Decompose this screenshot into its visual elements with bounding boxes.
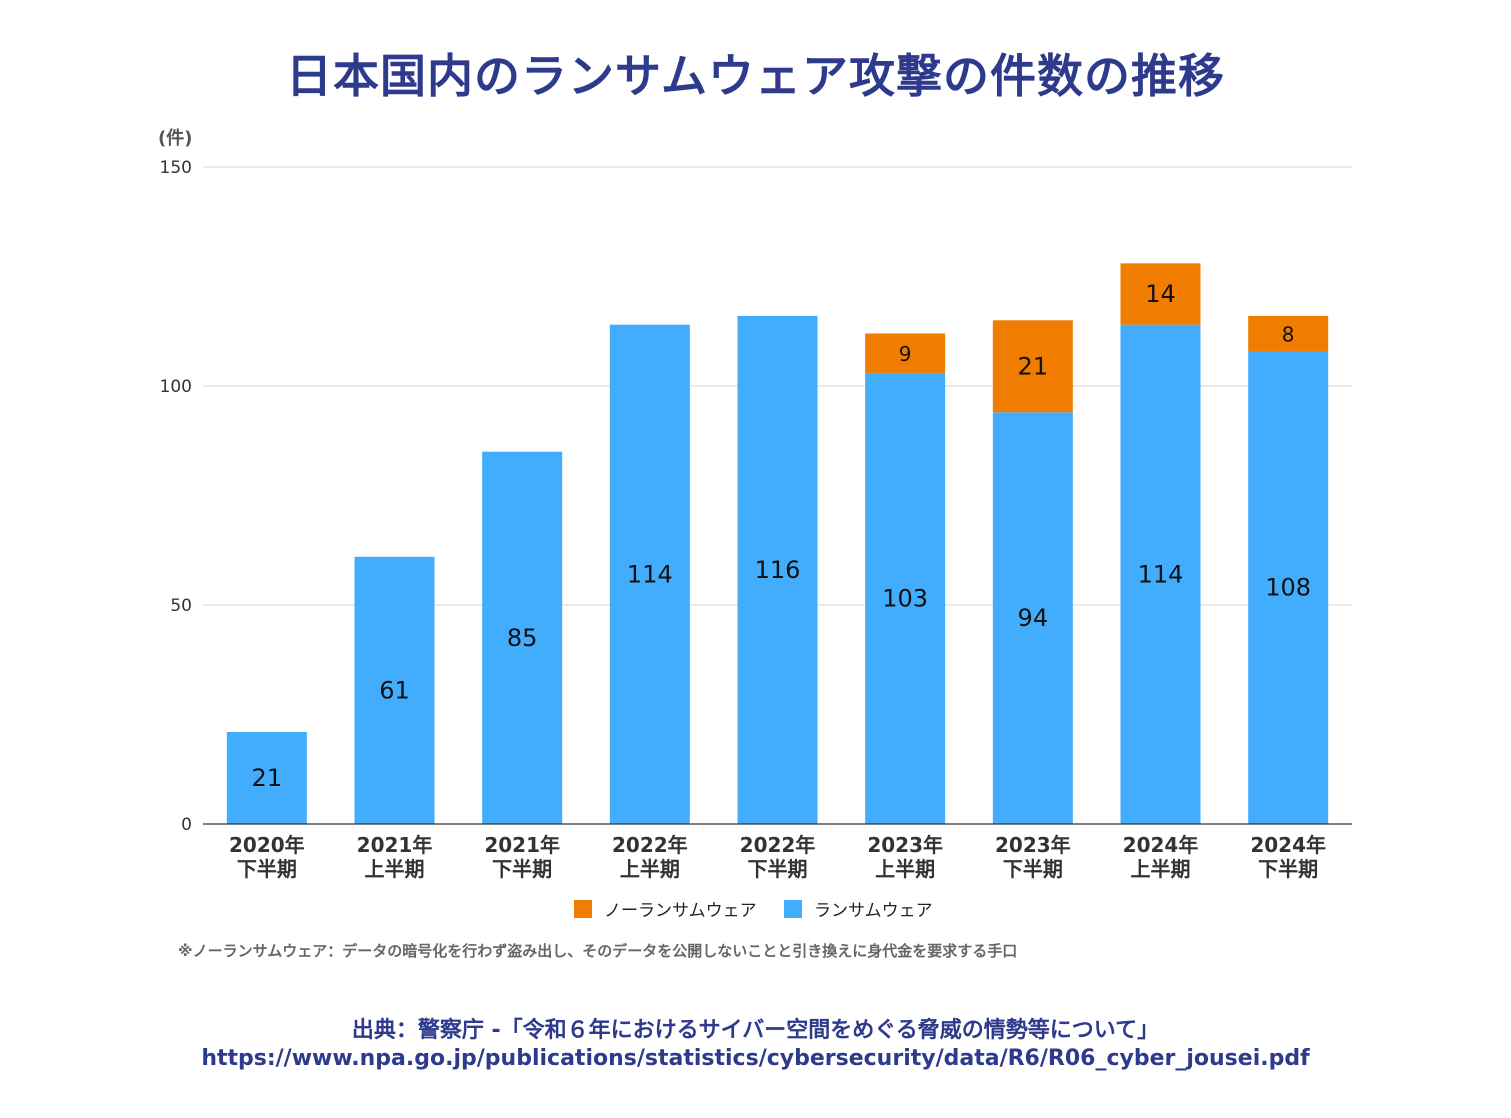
x-tick-label: 下半期 <box>748 857 808 881</box>
bar-ransomware <box>865 372 946 824</box>
data-label: 21 <box>252 764 283 792</box>
x-tick-label: 上半期 <box>365 857 425 881</box>
bar-ransomware <box>1248 350 1329 824</box>
data-label: 108 <box>1265 573 1311 601</box>
legend-swatch <box>574 900 592 918</box>
data-label: 103 <box>882 584 928 612</box>
data-label: 116 <box>755 556 801 584</box>
data-label: 85 <box>507 624 538 652</box>
x-tick-label: 上半期 <box>620 857 680 881</box>
bar-noransomware <box>1248 315 1329 351</box>
x-tick-label: 下半期 <box>1258 857 1318 881</box>
x-tick-label: 2023年 <box>867 833 943 857</box>
x-tick-label: 2022年 <box>740 833 816 857</box>
bar-ransomware <box>992 412 1073 824</box>
bar-noransomware <box>1120 263 1201 325</box>
x-tick-label: 2020年 <box>229 833 305 857</box>
bar-noransomware <box>992 320 1073 413</box>
data-label: 114 <box>1138 560 1184 588</box>
x-tick-label: 2023年 <box>995 833 1071 857</box>
data-label: 8 <box>1282 322 1295 346</box>
legend-swatch <box>784 900 802 918</box>
source-citation: 出典：警察庁 -「令和６年におけるサイバー空間をめぐる脅威の情勢等について」 <box>351 1018 1160 1043</box>
x-tick-label: 2021年 <box>484 833 560 857</box>
bar-ransomware <box>354 556 435 824</box>
bar-noransomware <box>865 333 946 373</box>
bar-ransomware <box>482 451 563 824</box>
x-tick-label: 下半期 <box>1003 857 1063 881</box>
y-axis-unit-label: (件) <box>158 127 192 149</box>
x-tick-label: 2022年 <box>612 833 688 857</box>
data-label: 21 <box>1018 352 1049 380</box>
data-label: 14 <box>1145 280 1176 308</box>
bar-ransomware <box>737 315 818 824</box>
x-tick-label: 上半期 <box>1131 857 1191 881</box>
bar-ransomware <box>1120 324 1201 824</box>
bar-chart: (件)050100150212020年下半期612021年上半期852021年下… <box>158 127 1352 921</box>
legend-label: ランサムウェア <box>814 901 933 921</box>
chart-title: 日本国内のランサムウェア攻撃の件数の推移 <box>285 49 1226 103</box>
y-tick-label: 100 <box>160 377 192 397</box>
footnote: ※ノーランサムウェア：データの暗号化を行わず盗み出し、そのデータを公開しないこと… <box>178 942 1018 960</box>
x-tick-label: 下半期 <box>237 857 297 881</box>
y-tick-label: 50 <box>170 596 192 616</box>
data-label: 61 <box>379 676 410 704</box>
x-tick-label: 上半期 <box>875 857 935 881</box>
x-tick-label: 2021年 <box>357 833 433 857</box>
data-label: 114 <box>627 560 673 588</box>
x-tick-label: 下半期 <box>492 857 552 881</box>
data-label: 9 <box>899 342 912 366</box>
legend-label: ノーランサムウェア <box>604 901 757 921</box>
bar-ransomware <box>609 324 690 824</box>
data-label: 94 <box>1018 604 1049 632</box>
y-tick-label: 150 <box>160 158 192 178</box>
bar-ransomware <box>226 732 307 824</box>
x-tick-label: 2024年 <box>1250 833 1326 857</box>
y-tick-label: 0 <box>181 815 192 835</box>
source-url[interactable]: https://www.npa.go.jp/publications/stati… <box>201 1046 1310 1071</box>
x-tick-label: 2024年 <box>1123 833 1199 857</box>
